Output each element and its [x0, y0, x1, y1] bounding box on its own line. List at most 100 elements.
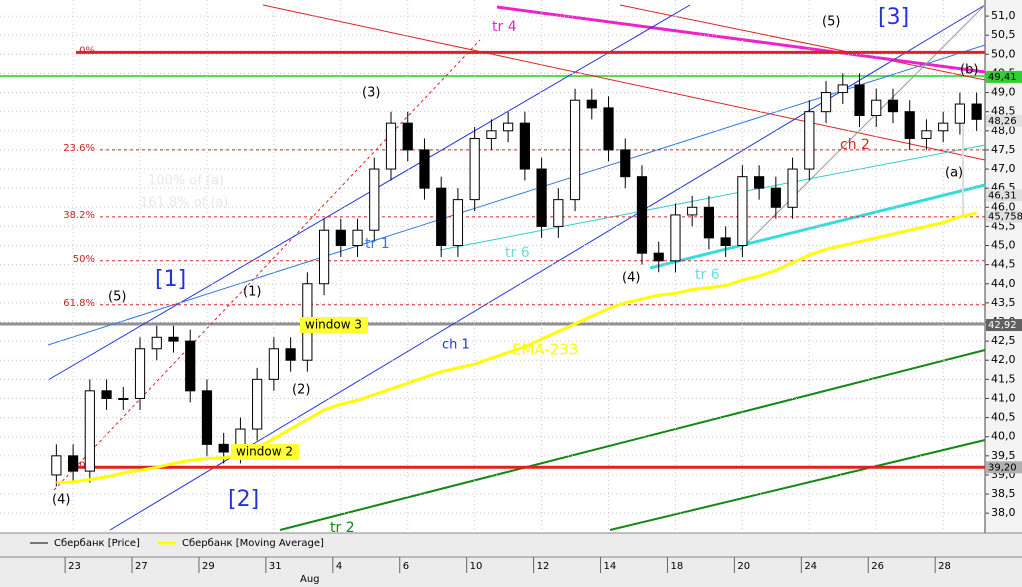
candle-body — [185, 340, 196, 392]
candle-body — [285, 348, 296, 361]
trend-line — [619, 4, 986, 81]
y-tick-label: 38,5 — [991, 487, 1016, 500]
fib-label: 23.6% — [63, 143, 95, 154]
candle-body — [469, 137, 480, 201]
y-tick-label: 45,5 — [991, 219, 1016, 232]
x-tick-label: 27 — [135, 561, 148, 572]
candle-body — [201, 390, 213, 445]
annotation: ch 2 — [840, 137, 870, 153]
x-tick-label: 10 — [470, 561, 483, 572]
price-tag-label: 45,758 — [988, 212, 1022, 223]
annotation: tr 6 — [695, 267, 720, 283]
x-tick-label: 28 — [938, 561, 951, 572]
annotation: (5) — [108, 290, 126, 305]
candle-body — [954, 103, 966, 124]
candle-body — [436, 187, 447, 247]
price-tag-label: 42,92 — [988, 320, 1017, 331]
y-tick-label: 50,0 — [991, 47, 1016, 60]
y-tick-label: 51,0 — [991, 9, 1016, 22]
y-tick-label: 40,0 — [991, 430, 1016, 443]
y-tick-label: 43,5 — [991, 296, 1016, 309]
candle-body — [101, 390, 112, 399]
candle-body — [569, 99, 581, 201]
month-label: Aug — [300, 574, 320, 585]
candle-body — [452, 199, 464, 247]
candle-body — [653, 252, 664, 262]
legend-label: Сбербанк [Moving Average] — [182, 538, 324, 549]
trend-line — [609, 439, 986, 531]
x-tick-label: 24 — [804, 561, 817, 572]
fib-label: 38.2% — [63, 210, 95, 221]
candle-body — [737, 176, 748, 247]
annotation: (a) — [945, 166, 963, 181]
y-tick-label: 42,0 — [991, 353, 1016, 366]
y-tick-label: 44,5 — [991, 258, 1016, 271]
candle-body — [369, 168, 380, 231]
candle-body — [620, 149, 631, 178]
candle-body — [904, 111, 915, 139]
candle-body — [971, 103, 982, 120]
trend-line — [47, 4, 691, 381]
candle-body — [51, 455, 62, 476]
x-tick-label: 20 — [737, 561, 750, 572]
candle-body — [636, 176, 648, 254]
candle-body — [168, 336, 179, 342]
trend-line — [262, 4, 986, 161]
candle-body — [938, 122, 949, 132]
annotation: [1] — [155, 267, 186, 292]
candle-body — [820, 92, 832, 113]
annotation: tr 4 — [492, 19, 517, 35]
trend-line — [279, 349, 986, 531]
candle-body — [586, 99, 597, 109]
x-tick-label: 23 — [68, 561, 81, 572]
trend-line — [649, 183, 986, 270]
candle-body — [252, 378, 263, 430]
y-tick-label: 50,5 — [991, 28, 1016, 41]
y-tick-label: 38,0 — [991, 506, 1016, 519]
annotation: tr 6 — [505, 245, 530, 261]
candle-body — [352, 229, 363, 247]
x-tick-label: 18 — [670, 561, 683, 572]
candle-body — [218, 443, 229, 453]
annotation: 161.8% of (a) — [140, 196, 228, 211]
annotation: (5) — [822, 15, 840, 30]
annotation: 100% of (a) — [148, 174, 224, 189]
candle-body — [553, 199, 564, 227]
legend-label: Сбербанк [Price] — [54, 538, 140, 549]
candle-body — [770, 187, 781, 208]
annotation: ch 1 — [442, 338, 470, 353]
drawings — [0, 0, 986, 531]
candle-body — [402, 122, 413, 151]
y-tick-label: 40,5 — [991, 411, 1016, 424]
annotation: [2] — [228, 487, 259, 512]
candle-body — [703, 206, 715, 239]
candle-body — [151, 336, 162, 350]
y-tick-label: 47,5 — [991, 143, 1016, 156]
candle-body — [921, 130, 932, 139]
x-tick-label: 4 — [336, 561, 342, 572]
annotation: [3] — [878, 5, 909, 30]
y-tick-label: 42,5 — [991, 334, 1016, 347]
candle-body — [134, 348, 146, 399]
candle-body — [787, 168, 798, 208]
y-tick-label: 48,0 — [991, 124, 1016, 137]
candle-body — [268, 348, 279, 380]
price-tag — [986, 189, 1022, 202]
candle-body — [670, 214, 681, 262]
annotation-box — [231, 444, 299, 460]
annotation: (4) — [622, 271, 640, 286]
candle-body — [519, 122, 530, 170]
candle-body — [84, 390, 95, 472]
candle-body — [871, 99, 882, 117]
price-tag — [986, 210, 1022, 223]
fib-label: 61.8% — [63, 298, 95, 309]
x-tick-label: 6 — [403, 561, 409, 572]
y-tick-label: 45,0 — [991, 239, 1016, 252]
trend-line — [739, 4, 986, 251]
annotation: EMA-233 — [512, 341, 578, 359]
y-axis-panel — [985, 0, 1022, 533]
candle-body — [720, 237, 731, 247]
y-tick-label: 41,5 — [991, 372, 1016, 385]
